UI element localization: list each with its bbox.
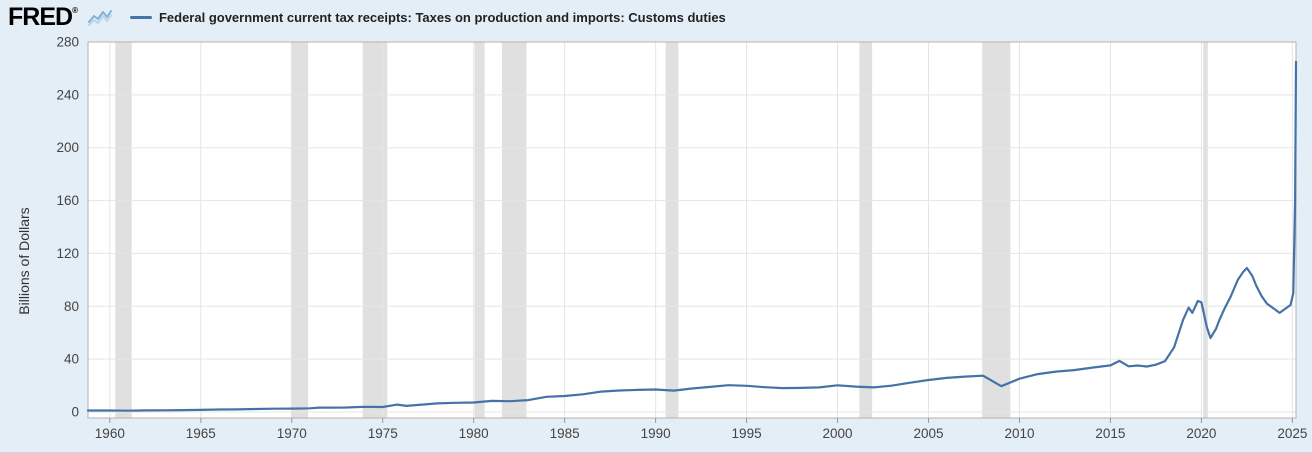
- y-axis-title: Billions of Dollars: [16, 207, 32, 315]
- recession-band: [982, 42, 1011, 418]
- recession-band: [665, 42, 679, 418]
- x-tick-label: 1980: [459, 426, 489, 441]
- x-tick-label: 2015: [1095, 426, 1125, 441]
- chart-canvas: 0 40 80 120 160 200 240 280 1960 1965 1970 1975 1980…: [56, 35, 1307, 442]
- x-tick-label: 1985: [550, 426, 580, 441]
- y-tick-label: 120: [56, 246, 79, 261]
- x-tick-label: 1975: [368, 426, 398, 441]
- legend-line-swatch: [129, 15, 152, 19]
- y-tick-label: 240: [56, 87, 79, 102]
- header: FRED ® Federal government current tax rec…: [0, 0, 1312, 34]
- y-tick-label: 160: [56, 193, 79, 208]
- x-tick-label: 2025: [1277, 426, 1307, 441]
- x-tick-label: 2000: [823, 426, 853, 441]
- y-tick-label: 200: [56, 140, 79, 155]
- fred-logo-text: FRED: [8, 2, 73, 31]
- x-tick-label: 1970: [277, 426, 307, 441]
- x-tick-label: 1995: [732, 426, 762, 441]
- recession-band: [1203, 42, 1208, 418]
- plot-background: [88, 42, 1296, 418]
- x-tick-label: 2005: [913, 426, 943, 441]
- recession-band: [501, 42, 527, 418]
- fred-logo[interactable]: FRED ®: [8, 2, 78, 31]
- x-tick-label: 2020: [1186, 426, 1216, 441]
- recession-band: [362, 42, 388, 418]
- fred-sparkline-icon: [87, 8, 112, 26]
- y-tick-label: 280: [56, 35, 79, 50]
- legend-label: Federal government current tax receipts:…: [158, 9, 726, 25]
- x-tick-label: 2010: [1004, 426, 1034, 441]
- y-tick-label: 80: [64, 299, 79, 314]
- x-tick-label: 1990: [641, 426, 671, 441]
- recession-band: [474, 42, 485, 418]
- plot-frame: [87, 41, 1297, 419]
- series-line: [86, 60, 1298, 412]
- chart-area[interactable]: Billions of Dollars 0 40 80 120 160 200 240 280…: [0, 34, 1312, 452]
- legend: Federal government current tax receipts:…: [129, 9, 726, 25]
- y-tick-label: 40: [64, 352, 79, 367]
- recession-band: [115, 42, 132, 418]
- x-tick-label: 1965: [186, 426, 216, 441]
- recession-band: [859, 42, 873, 418]
- x-tick-label: 1960: [95, 426, 125, 441]
- y-tick-label: 0: [71, 405, 79, 420]
- registered-mark: ®: [72, 5, 78, 15]
- recession-band: [290, 42, 309, 418]
